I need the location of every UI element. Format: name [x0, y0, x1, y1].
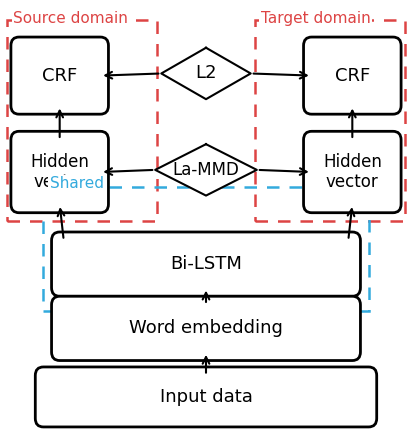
Text: Bi-LSTM: Bi-LSTM [170, 255, 242, 273]
Text: La-MMD: La-MMD [173, 161, 239, 179]
Text: CRF: CRF [42, 66, 77, 85]
FancyBboxPatch shape [35, 367, 377, 427]
FancyBboxPatch shape [52, 232, 360, 296]
Text: Word embedding: Word embedding [129, 319, 283, 337]
Text: Hidden
vector: Hidden vector [323, 153, 382, 191]
Text: L2: L2 [195, 65, 217, 82]
FancyBboxPatch shape [11, 132, 108, 213]
Text: Shared: Shared [49, 176, 103, 191]
Text: Input data: Input data [159, 388, 253, 406]
FancyBboxPatch shape [52, 296, 360, 361]
Text: Hidden
vector: Hidden vector [30, 153, 89, 191]
Polygon shape [161, 48, 251, 99]
Text: CRF: CRF [335, 66, 370, 85]
Text: Source domain: Source domain [13, 11, 128, 26]
FancyBboxPatch shape [304, 37, 401, 114]
FancyBboxPatch shape [11, 37, 108, 114]
Polygon shape [155, 144, 257, 196]
Text: Target domain: Target domain [261, 11, 371, 26]
FancyBboxPatch shape [304, 132, 401, 213]
